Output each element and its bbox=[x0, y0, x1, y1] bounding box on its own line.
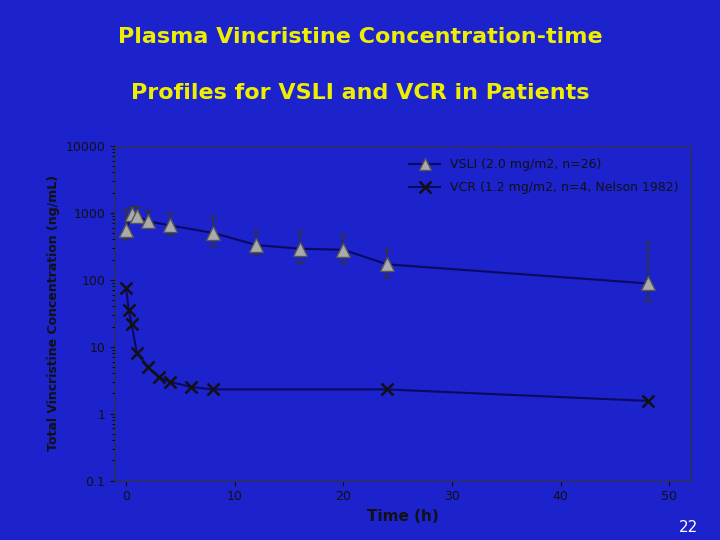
Text: Plasma Vincristine Concentration-time: Plasma Vincristine Concentration-time bbox=[117, 27, 603, 48]
X-axis label: Time (h): Time (h) bbox=[367, 509, 439, 524]
Y-axis label: Total Vincristine Concentration (ng/mL): Total Vincristine Concentration (ng/mL) bbox=[47, 175, 60, 451]
Text: Profiles for VSLI and VCR in Patients: Profiles for VSLI and VCR in Patients bbox=[131, 83, 589, 103]
Text: 22: 22 bbox=[679, 519, 698, 535]
Legend: VSLI (2.0 mg/m2, n=26), VCR (1.2 mg/m2, n=4, Nelson 1982): VSLI (2.0 mg/m2, n=26), VCR (1.2 mg/m2, … bbox=[402, 152, 685, 200]
